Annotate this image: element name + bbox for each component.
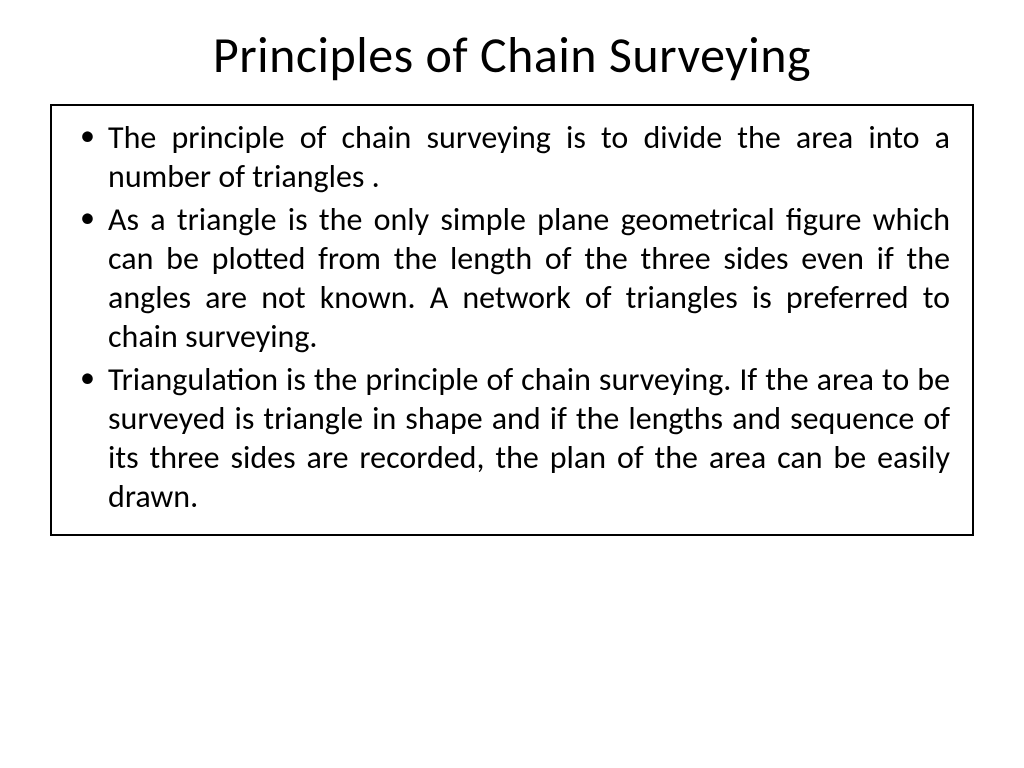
list-item: Triangulation is the principle of chain … [74, 360, 950, 516]
bullet-list: The principle of chain surveying is to d… [74, 118, 950, 516]
list-item: As a triangle is the only simple plane g… [74, 200, 950, 356]
list-item: The principle of chain surveying is to d… [74, 118, 950, 196]
slide-title: Principles of Chain Surveying [50, 25, 974, 86]
slide: Principles of Chain Surveying The princi… [0, 0, 1024, 768]
content-box: The principle of chain surveying is to d… [50, 104, 974, 536]
